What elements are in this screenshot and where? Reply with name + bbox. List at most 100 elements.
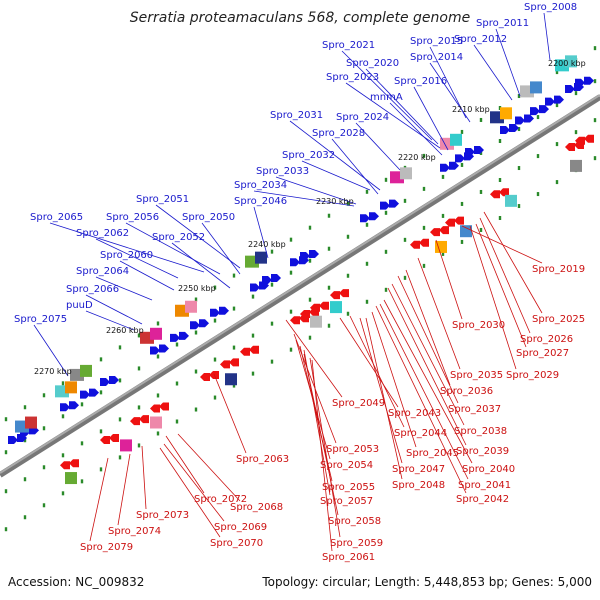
- reverse-gene-arrow: [200, 373, 210, 381]
- gene-label-reverse: Spro_2079: [80, 542, 133, 553]
- gene-label-forward: Spro_2020: [346, 58, 399, 69]
- gene-label-forward: mnmA: [370, 92, 403, 103]
- leader-line: [429, 46, 467, 119]
- tick-mark: [270, 282, 274, 287]
- leader-line: [387, 287, 467, 446]
- gene-label-reverse: Spro_2019: [532, 264, 585, 275]
- tick-mark: [555, 70, 559, 75]
- accession-text: Accession: NC_009832: [8, 575, 145, 589]
- gene-label-reverse: Spro_2026: [520, 334, 573, 345]
- gene-label-forward: Spro_2065: [30, 212, 83, 223]
- forward-gene-arrow: [80, 390, 90, 399]
- tick-mark: [175, 381, 179, 386]
- gene-label-forward: Spro_2056: [106, 212, 159, 223]
- reverse-gene-arrow: [60, 461, 70, 470]
- gene-label-reverse: Spro_2068: [230, 502, 283, 513]
- forward-gene-arrow: [179, 331, 189, 340]
- reverse-gene-arrow: [575, 136, 585, 145]
- forward-gene-arrow: [170, 333, 180, 342]
- gene-label-reverse: Spro_2053: [326, 444, 379, 455]
- feature-block: [450, 133, 462, 146]
- gene-label-forward: Spro_2062: [76, 228, 129, 239]
- forward-gene-arrow: [515, 116, 525, 125]
- tick-mark: [23, 515, 27, 520]
- leader-line: [375, 305, 467, 494]
- forward-gene-arrow: [440, 163, 450, 172]
- kbp-label: 2200 kbp: [548, 59, 586, 68]
- feature-block: [570, 159, 582, 172]
- tick-mark: [137, 366, 141, 371]
- gene-label-reverse: Spro_2038: [454, 426, 507, 437]
- gene-label-reverse: Spro_2047: [392, 464, 445, 475]
- tick-mark: [555, 103, 559, 108]
- forward-gene-arrow: [190, 321, 200, 330]
- gene-label-forward: Spro_2034: [234, 180, 287, 191]
- leader-line: [331, 138, 379, 195]
- tick-mark: [555, 142, 559, 147]
- reverse-gene-arrow: [290, 316, 300, 325]
- tick-mark: [4, 489, 8, 494]
- tick-mark: [99, 357, 103, 362]
- reverse-gene-arrow: [150, 404, 160, 413]
- gene-label-forward: Spro_2016: [394, 76, 447, 87]
- tick-mark: [422, 263, 426, 268]
- gene-label-reverse: Spro_2072: [194, 494, 247, 505]
- forward-gene-arrow: [509, 124, 519, 132]
- leader-line: [253, 190, 355, 207]
- leader-line: [417, 257, 461, 370]
- leader-line: [397, 275, 459, 404]
- gene-label-forward: Spro_2012: [454, 34, 507, 45]
- forward-gene-arrow: [369, 212, 379, 221]
- reverse-gene-arrow: [439, 226, 449, 235]
- gene-label-reverse: Spro_2042: [456, 494, 509, 505]
- tick-mark: [327, 246, 331, 251]
- tick-mark: [194, 330, 198, 335]
- tick-mark: [365, 299, 369, 304]
- leader-line: [473, 44, 513, 101]
- tick-mark: [42, 465, 46, 470]
- genome-backbone-highlight: [0, 94, 600, 474]
- feature-block: [150, 327, 162, 340]
- tick-mark: [4, 450, 8, 455]
- forward-gene-arrow: [100, 378, 110, 386]
- leader-line: [389, 102, 443, 156]
- tick-mark: [308, 258, 312, 263]
- leader-line: [177, 433, 241, 502]
- gene-label-forward: Spro_2066: [66, 284, 119, 295]
- tick-mark: [593, 46, 597, 51]
- gene-label-reverse: Spro_2059: [330, 538, 383, 549]
- reverse-gene-arrow: [410, 240, 420, 249]
- feature-block: [255, 251, 267, 264]
- leader-line: [435, 239, 463, 320]
- gene-label-forward: Spro_2051: [136, 194, 189, 205]
- feature-block: [225, 373, 237, 386]
- tick-mark: [42, 503, 46, 508]
- tick-mark: [175, 419, 179, 424]
- kbp-label: 2260 kbp: [106, 326, 144, 335]
- feature-block: [500, 107, 512, 120]
- leader-line: [95, 238, 179, 279]
- genome-backbone: [0, 94, 600, 478]
- forward-gene-arrow: [210, 308, 220, 317]
- tick-mark: [498, 216, 502, 220]
- reverse-gene-arrow: [109, 434, 119, 442]
- feature-block: [460, 225, 472, 238]
- leader-line: [479, 217, 531, 334]
- gene-label-reverse: Spro_2074: [108, 526, 161, 537]
- tick-mark: [308, 225, 312, 230]
- tick-mark: [517, 204, 521, 209]
- leader-line: [413, 86, 449, 151]
- gene-label-reverse: Spro_2039: [456, 446, 509, 457]
- feature-block: [505, 194, 517, 207]
- tick-mark: [593, 79, 597, 84]
- leader-line: [469, 225, 517, 370]
- tick-mark: [175, 342, 179, 347]
- gene-label-reverse: Spro_2070: [210, 538, 263, 549]
- leader-line: [359, 317, 403, 464]
- forward-gene-arrow: [449, 161, 459, 170]
- leader-line: [165, 435, 205, 494]
- tick-mark: [479, 117, 483, 122]
- forward-gene-arrow: [219, 306, 229, 315]
- leader-line: [543, 12, 551, 61]
- genome-stats-text: Topology: circular; Length: 5,448,853 bp…: [262, 575, 592, 589]
